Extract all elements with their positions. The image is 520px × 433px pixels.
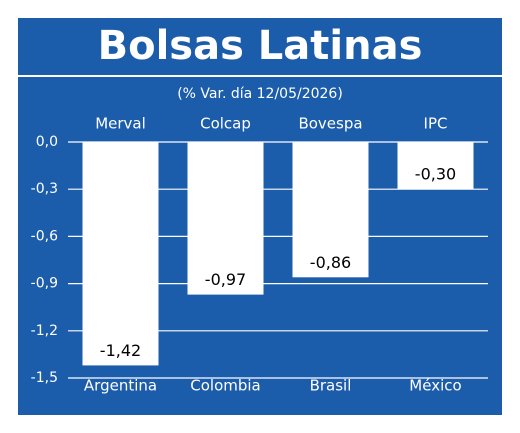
x-tick-label: México [409,377,461,395]
x-tick-label: Brasil [310,377,352,395]
index-label: Bovespa [298,115,362,133]
y-tick-label: 0,0 [36,134,58,150]
y-tick-label: -1,2 [31,323,58,339]
value-label: -1,42 [100,341,141,360]
index-label: Merval [95,115,146,133]
x-tick-label: Colombia [190,377,261,395]
index-label: IPC [424,115,448,133]
chart-subtitle: (% Var. día 12/05/2026) [177,86,343,102]
y-tick-label: -0,3 [31,181,58,197]
bar [397,142,474,190]
bar [187,142,264,295]
bar [82,142,159,366]
index-label: Colcap [200,115,251,133]
y-tick-label: -1,5 [31,370,58,386]
chart-title: Bolsas Latinas [98,23,423,69]
y-tick-label: -0,9 [31,276,58,292]
y-tick-label: -0,6 [31,228,58,244]
value-label: -0,97 [205,270,246,289]
value-label: -0,30 [415,165,456,184]
x-tick-label: Argentina [84,377,157,395]
value-label: -0,86 [310,253,351,272]
bar [292,142,369,278]
